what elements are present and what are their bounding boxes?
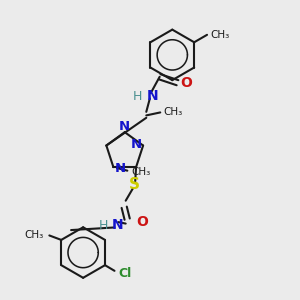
Text: N: N — [114, 162, 125, 175]
Text: H: H — [133, 90, 142, 103]
Text: Cl: Cl — [118, 267, 132, 280]
Text: O: O — [136, 215, 148, 229]
Text: H: H — [98, 219, 108, 232]
Text: CH₃: CH₃ — [131, 167, 151, 177]
Text: N: N — [119, 120, 130, 133]
Text: N: N — [112, 218, 123, 232]
Text: CH₃: CH₃ — [24, 230, 44, 241]
Text: CH₃: CH₃ — [163, 107, 182, 117]
Text: S: S — [129, 177, 140, 192]
Text: O: O — [180, 76, 192, 90]
Text: N: N — [147, 89, 158, 103]
Text: N: N — [131, 137, 142, 151]
Text: CH₃: CH₃ — [211, 30, 230, 40]
